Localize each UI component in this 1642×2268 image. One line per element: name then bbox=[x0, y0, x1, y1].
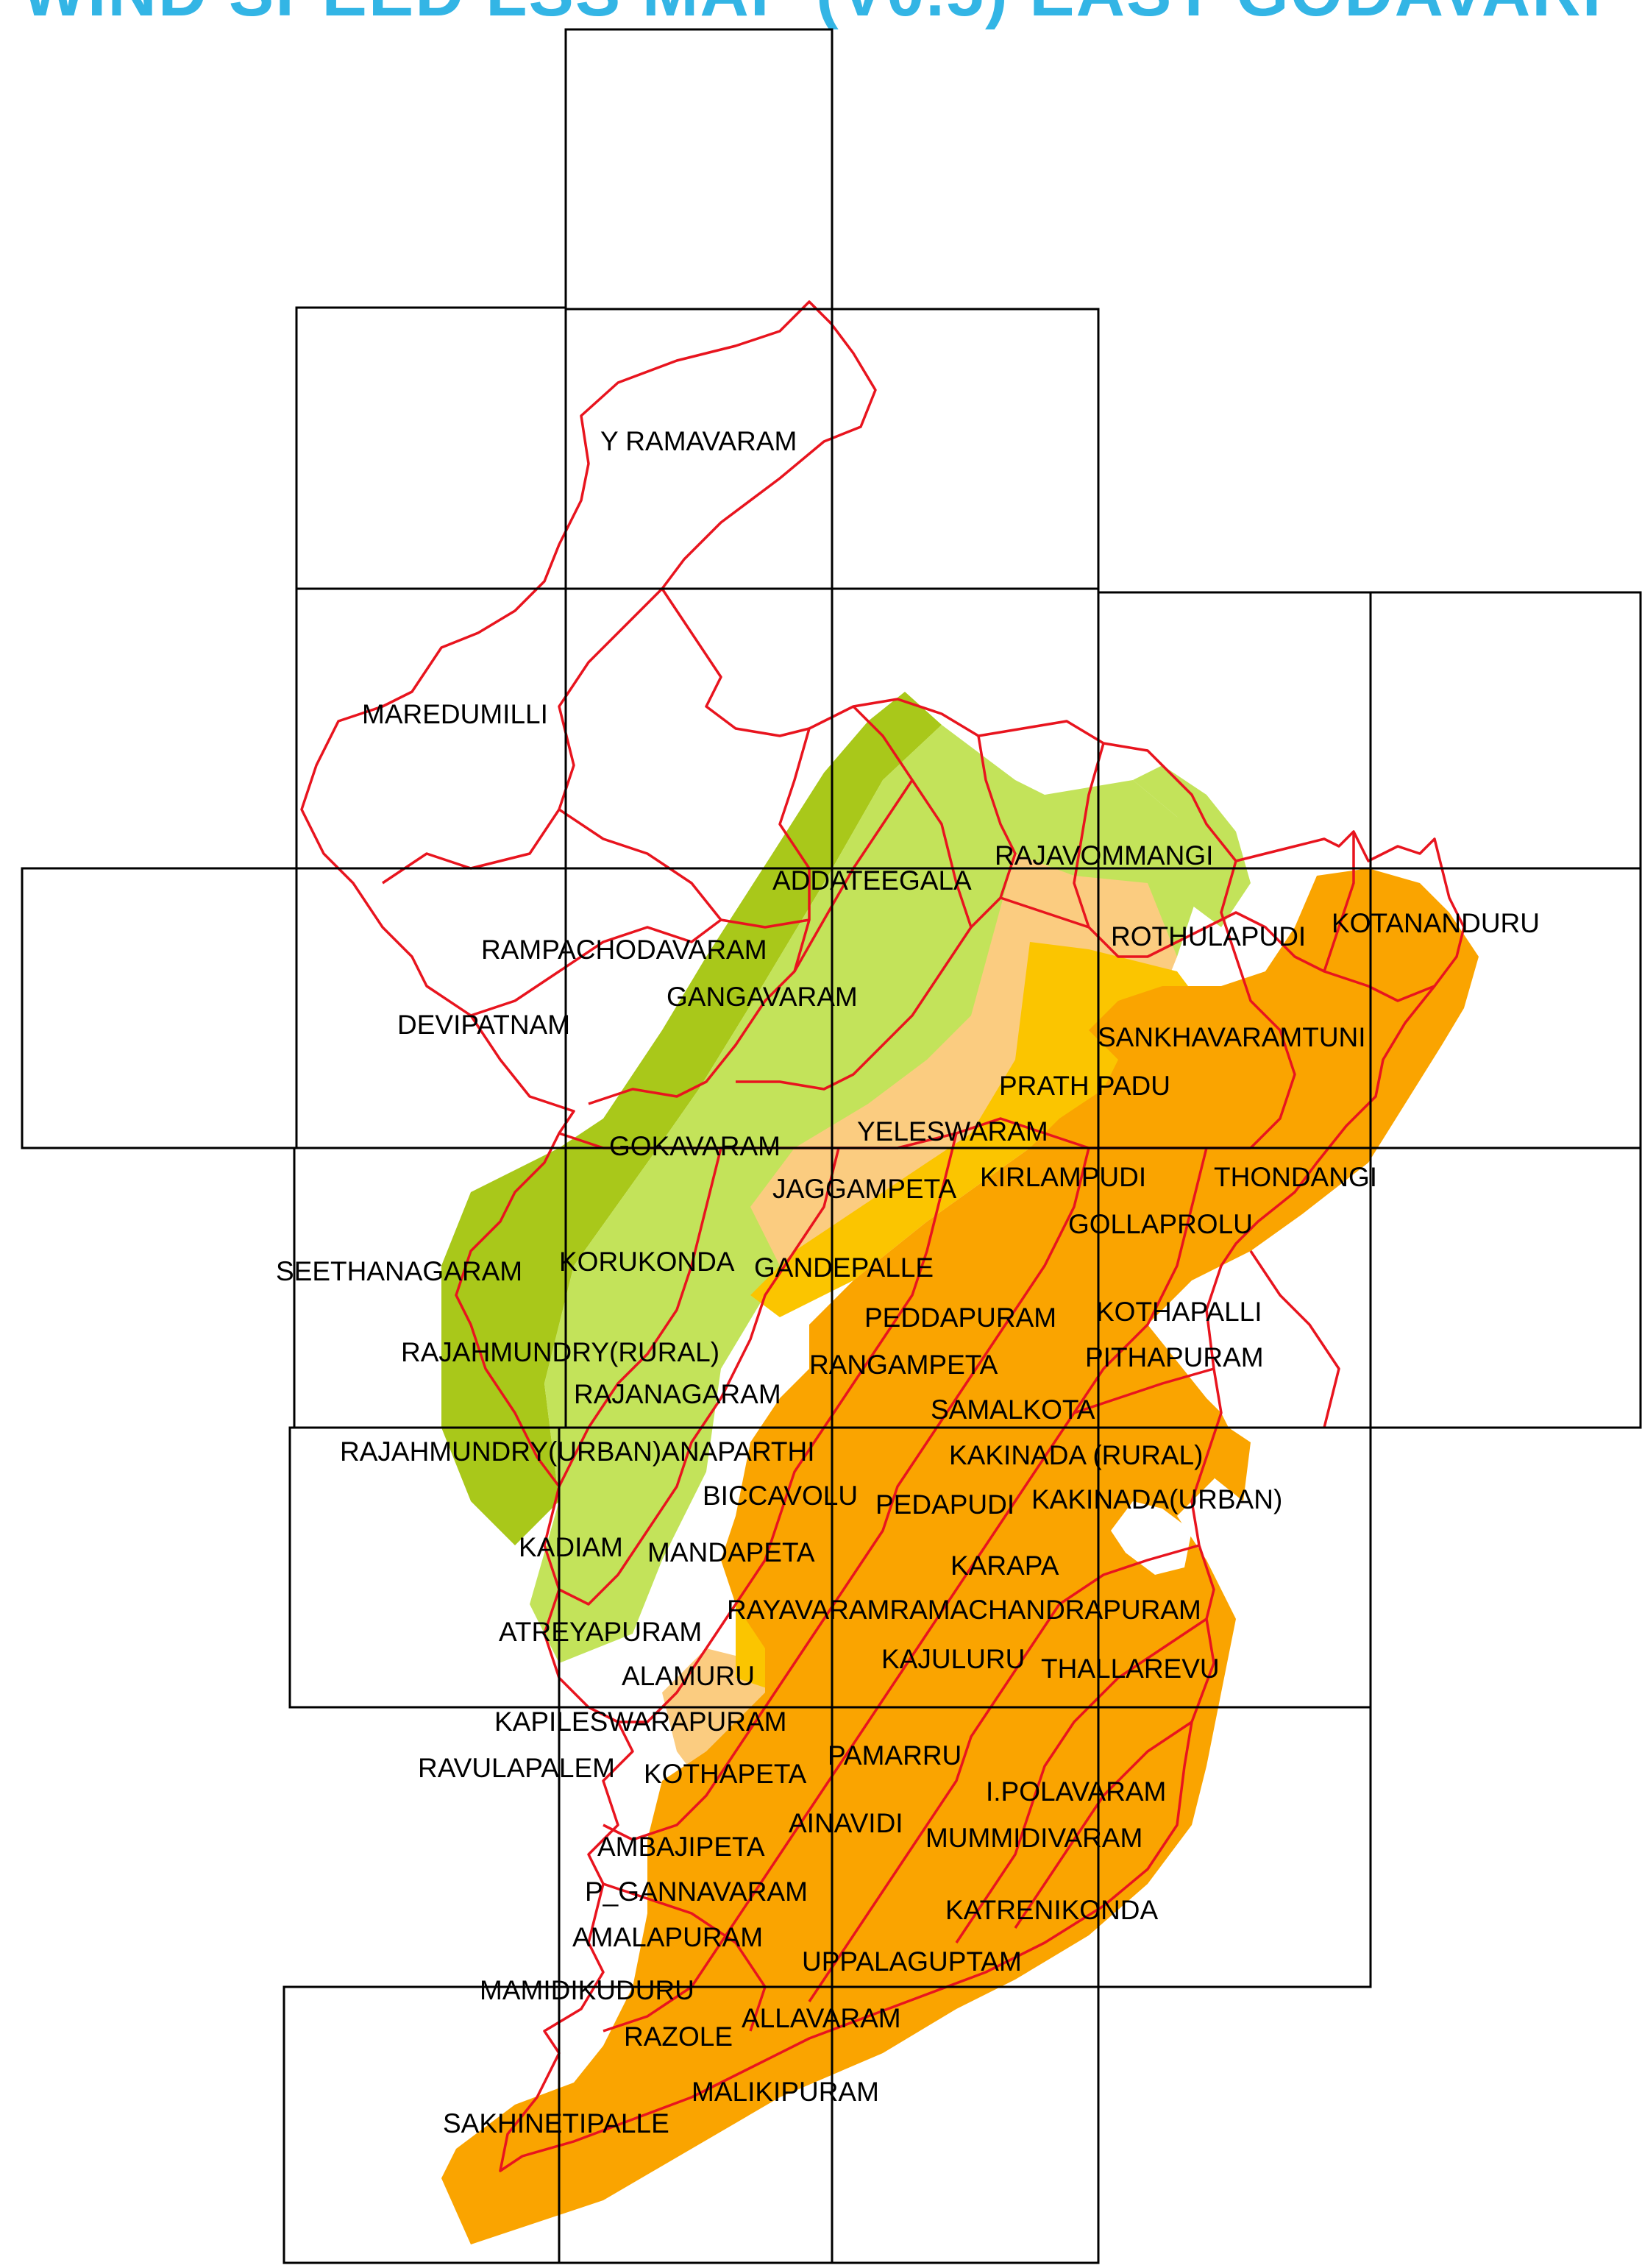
mandal-line bbox=[603, 1147, 1090, 1841]
mandal-label: MALIKIPURAM bbox=[692, 2077, 879, 2107]
mandal-line bbox=[1249, 1250, 1340, 1428]
tile-grid bbox=[21, 28, 1642, 2264]
mandal-label: PEDDAPURAM bbox=[864, 1303, 1056, 1333]
mandal-line bbox=[955, 1617, 1207, 1943]
grid-tile bbox=[21, 867, 298, 1149]
mandal-line bbox=[588, 728, 811, 1105]
mandal-label: RAJAHMUNDRY(URBAN)ANAPARTHI bbox=[340, 1436, 815, 1467]
grid-tile bbox=[1097, 1706, 1372, 1988]
mandal-line bbox=[1000, 896, 1435, 1002]
mandal-line bbox=[1014, 1721, 1193, 1929]
zone-white-gap bbox=[1111, 1501, 1192, 1575]
mandal-label: GANDEPALLE bbox=[754, 1252, 934, 1283]
mandal-label: RAYAVARAMRAMACHANDRAPURAM bbox=[727, 1595, 1201, 1625]
zone-orange bbox=[441, 868, 1479, 2244]
mandal-label: ALLAVARAM bbox=[742, 2003, 901, 2033]
mandal-label: RAMPACHODAVARAM bbox=[481, 935, 767, 965]
mandal-label: RAJANAGARAM bbox=[574, 1379, 781, 1409]
mandal-label: RAJAHMUNDRY(RURAL) bbox=[401, 1337, 719, 1367]
grid-tile bbox=[1369, 1147, 1642, 1429]
mandal-line bbox=[558, 1147, 722, 1487]
map-title: WIND SPEED LSS MAP (V0.5) EAST GODAVARI bbox=[22, 0, 1602, 32]
grid-tile bbox=[295, 867, 567, 1149]
mandal-label: MAREDUMILLI bbox=[362, 699, 548, 729]
mandal-label: GOLLAPROLU bbox=[1068, 1209, 1253, 1239]
mandal-label: THALLAREVU bbox=[1041, 1654, 1220, 1684]
mandal-label: KAKINADA(URBAN) bbox=[1031, 1484, 1282, 1514]
mandal-label: RAVULAPALEM bbox=[418, 1753, 615, 1783]
zone-orange bbox=[1155, 1413, 1251, 1501]
mandal-line bbox=[1073, 743, 1105, 928]
mandal-label: RANGAMPETA bbox=[809, 1350, 998, 1380]
mandal-labels: Y RAMAVARAM MAREDUMILLI ADDATEEGALA RAJA… bbox=[276, 426, 1540, 2138]
mandal-label: ROTHULAPUDI bbox=[1111, 921, 1306, 952]
mandal-line bbox=[603, 1882, 767, 2032]
mandal-line bbox=[1323, 832, 1355, 972]
mandal-label: AMBAJIPETA bbox=[597, 1832, 765, 1862]
mandal-line bbox=[808, 1544, 1200, 2002]
mandal-label: KOTHAPETA bbox=[644, 1759, 807, 1789]
mandal-line bbox=[970, 735, 1017, 929]
mandal-label: THONDANGI bbox=[1214, 1162, 1377, 1192]
mandal-label: MANDAPETA bbox=[647, 1537, 815, 1567]
zone-light-green bbox=[1133, 765, 1251, 927]
mandal-label: Y RAMAVARAM bbox=[600, 426, 797, 456]
mandal-label: GOKAVARAM bbox=[609, 1131, 781, 1161]
mandal-label: RAZOLE bbox=[624, 2021, 733, 2052]
mandal-label: JAGGAMPETA bbox=[772, 1174, 956, 1204]
mandal-line bbox=[382, 587, 664, 885]
mandal-label: MUMMIDIVARAM bbox=[925, 1823, 1142, 1853]
mandal-label: KOTANANDURU bbox=[1332, 908, 1540, 938]
mandal-line bbox=[618, 1133, 958, 1723]
mandal-label: ADDATEEGALA bbox=[772, 865, 972, 896]
mandal-label: PEDAPUDI bbox=[875, 1489, 1014, 1520]
mandal-label: GANGAVARAM bbox=[667, 982, 858, 1012]
mandal-label: BICCAVOLU bbox=[703, 1481, 858, 1511]
grid-tile bbox=[564, 28, 834, 311]
mandal-label: PAMARRU bbox=[828, 1740, 962, 1771]
mandal-label: KORUKONDA bbox=[559, 1247, 735, 1277]
mandal-label: I.POLAVARAM bbox=[986, 1776, 1166, 1807]
grid-tile bbox=[831, 1985, 1100, 2264]
mandal-label: ALAMURU bbox=[622, 1661, 755, 1691]
mandal-label: SANKHAVARAMTUNI bbox=[1098, 1022, 1366, 1052]
mandal-label: KARAPA bbox=[950, 1551, 1059, 1581]
zone-dark-green bbox=[441, 692, 942, 1545]
mandal-label: KOTHAPALLI bbox=[1096, 1297, 1262, 1327]
mandal-line bbox=[1073, 1367, 1215, 1414]
mandal-line bbox=[558, 808, 810, 929]
mandal-label: KAPILESWARAPURAM bbox=[494, 1707, 787, 1737]
mandal-label: KAKINADA (RURAL) bbox=[949, 1440, 1203, 1470]
mandal-label: AMALAPURAM bbox=[572, 1922, 763, 1952]
mandal-label: AINAVIDI bbox=[789, 1808, 903, 1838]
mandal-label: P_GANNAVARAM bbox=[585, 1877, 808, 1907]
mandal-line bbox=[603, 1147, 1208, 2033]
mandal-label: KATRENIKONDA bbox=[945, 1895, 1159, 1925]
mandal-label: YELESWARAM bbox=[857, 1116, 1048, 1147]
mandal-label: SAKHINETIPALLE bbox=[443, 2108, 669, 2138]
mandal-label: DEVIPATNAM bbox=[397, 1010, 570, 1040]
mandal-line bbox=[558, 1147, 840, 1606]
mandal-label: KAJULURU bbox=[881, 1644, 1025, 1674]
mandal-label: KIRLAMPUDI bbox=[980, 1162, 1146, 1192]
mandal-line bbox=[470, 918, 722, 1017]
mandal-label: PITHAPURAM bbox=[1085, 1342, 1264, 1372]
mandal-label: SAMALKOTA bbox=[931, 1395, 1095, 1425]
mandal-label: RAJAVOMMANGI bbox=[995, 840, 1213, 871]
mandal-label: SEETHANAGARAM bbox=[276, 1256, 522, 1286]
mandal-label: MAMIDIKUDURU bbox=[480, 1975, 694, 2005]
mandal-label: UPPALAGUPTAM bbox=[802, 1946, 1022, 1977]
grid-tile bbox=[831, 308, 1100, 590]
grid-tile bbox=[1369, 591, 1642, 870]
mandal-label: ATREYAPURAM bbox=[499, 1617, 702, 1647]
grid-tile bbox=[295, 306, 567, 590]
mandal-label: PRATH PADU bbox=[999, 1071, 1170, 1101]
mandal-label: KADIAM bbox=[519, 1532, 623, 1562]
mandal-line bbox=[1220, 860, 1296, 1149]
